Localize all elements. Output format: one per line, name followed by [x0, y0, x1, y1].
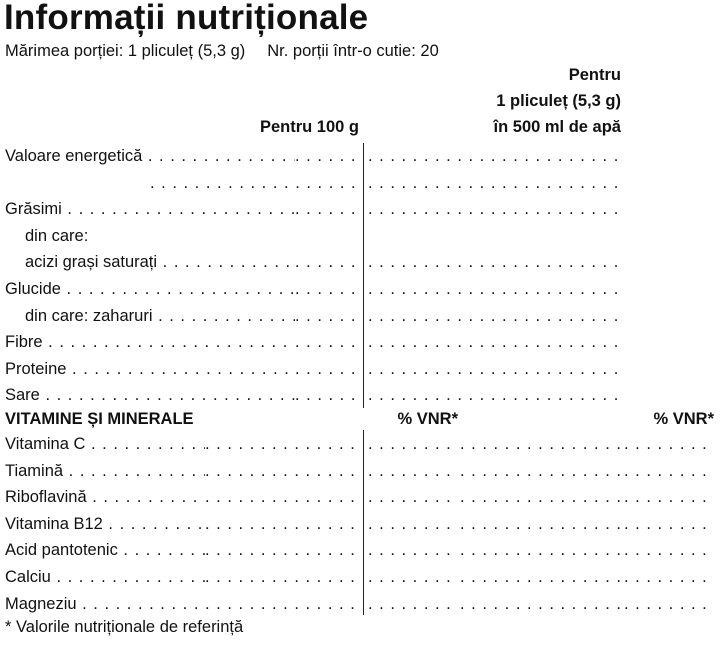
vitamin-vnr-per-serving: 15 %	[624, 458, 714, 484]
nutrient-per100: 0 g	[295, 303, 358, 329]
vitamin-vnr-per100: 507 %	[368, 564, 458, 590]
nutrient-per-serving: 0 g	[368, 196, 621, 222]
vitamin-per100: 4,0 mg	[205, 484, 358, 510]
nutrient-per100: 980 kJ	[295, 143, 358, 169]
vitamin-per100: 7,0 µg	[205, 511, 358, 537]
vitamin-per100: 17 mg	[205, 537, 358, 563]
nutrient-per100: 10,9 g	[295, 382, 358, 408]
nutrient-name: Sare	[5, 382, 295, 408]
vitamin-row: Tiamină3,0 mg 273 %0,16 mg15 %	[0, 458, 720, 484]
nutrient-per100: 228 kcal	[150, 170, 358, 196]
vitamin-name: Riboflavină	[5, 484, 205, 510]
vitamin-vnr-per100: 283 %	[368, 537, 458, 563]
column-separator	[363, 430, 364, 615]
vitamin-per-serving: 80 mg	[460, 431, 622, 457]
vitamins-title: VITAMINE ȘI MINERALE	[5, 410, 194, 428]
nutrient-row: din care: zaharuri0 g0 g	[0, 303, 720, 329]
vitamin-per-serving: 0,21 mg	[460, 484, 622, 510]
nutrient-name: acizi grași saturați	[25, 249, 295, 275]
nutrient-row: acizi grași saturați0 g0 g	[0, 249, 720, 275]
nutrient-name: din care:	[25, 226, 89, 245]
nutrient-name: din care: zaharuri	[25, 303, 295, 329]
vitamin-vnr-per100: 473 %	[368, 591, 458, 617]
per-100g-header: Pentru 100 g	[259, 118, 359, 136]
serving-size: Mărimea porției: 1 pliculeț (5,3 g)	[5, 42, 246, 60]
vitamin-per-serving: 215 mg	[460, 564, 622, 590]
vitamin-per100: 4057 mg	[205, 564, 358, 590]
nutrient-per100: 0 g	[295, 249, 358, 275]
vitamin-name: Vitamina C	[5, 431, 205, 457]
nutrient-name: Fibre	[5, 329, 295, 355]
column-separator	[363, 143, 364, 408]
vitamin-vnr-per-serving: 15 %	[624, 484, 714, 510]
servings-per-box: Nr. porții într-o cutie: 20	[267, 42, 439, 60]
page-title: Informații nutriționale	[4, 0, 369, 37]
vitamin-vnr-per100: 1886 %	[368, 431, 458, 457]
vitamin-vnr-per-serving: 15 %	[624, 537, 714, 563]
nutrient-name: Glucide	[5, 276, 295, 302]
per-serving-header-line2: 1 pliculeț (5,3 g)	[496, 92, 621, 110]
vitamin-vnr-per100: 273 %	[368, 458, 458, 484]
nutrient-name: Valoare energetică	[5, 143, 295, 169]
nutrient-per100: 2,7 g	[295, 329, 358, 355]
nutrient-per-serving: 0,6 g	[368, 382, 621, 408]
vitamin-vnr-per-serving: 100 %	[624, 431, 714, 457]
nutrient-name: Grăsimi	[5, 196, 295, 222]
vitamin-name: Vitamina B12	[5, 511, 205, 537]
vitamin-per100: 3,0 mg	[205, 458, 358, 484]
vitamin-per-serving: 0,16 mg	[460, 458, 622, 484]
vitamin-row: Riboflavină4,0 mg 286 %0,21 mg15 %	[0, 484, 720, 510]
vitamin-name: Tiamină	[5, 458, 205, 484]
vitamin-vnr-per100: 280 %	[368, 511, 458, 537]
vitamin-vnr-per-serving: 27 %	[624, 564, 714, 590]
vitamin-vnr-per-serving: 15 %	[624, 511, 714, 537]
nutrient-per100: 13 g	[295, 276, 358, 302]
nutrient-per-serving: 0 g	[368, 303, 621, 329]
serving-info: Mărimea porției: 1 pliculeț (5,3 g) Nr. p…	[5, 42, 439, 61]
vitamin-vnr-per100: 286 %	[368, 484, 458, 510]
nutrient-row: Grăsimi0 g0 g	[0, 196, 720, 222]
vitamin-row: Magneziu1774 mg 473 %94,0 mg25 %	[0, 591, 720, 617]
vitamin-vnr-per-serving: 25 %	[624, 591, 714, 617]
vitamin-row: Vitamina B127,0 µg 280 %0,37 µg15 %	[0, 511, 720, 537]
vitamin-per100: 1774 mg	[205, 591, 358, 617]
vitamin-name: Magneziu	[5, 591, 205, 617]
nutrient-row: Proteine0 g0 g	[0, 356, 720, 382]
nutrient-per100: 0 g	[295, 196, 358, 222]
nutrient-per100	[295, 223, 358, 249]
nutrient-name: Proteine	[5, 356, 295, 382]
nutrient-per-serving: 12 kcal	[368, 170, 621, 196]
nutrient-per-serving: 0 g	[368, 356, 621, 382]
nutrient-row: 228 kcal 12 kcal	[0, 170, 720, 196]
nutrient-per-serving: 0,2 g	[368, 329, 621, 355]
nutrient-row: Glucide13 g 1 g	[0, 276, 720, 302]
vnr-header-serving: % VNR*	[653, 410, 714, 428]
nutrient-per-serving	[368, 223, 621, 249]
vitamin-name: Calciu	[5, 564, 205, 590]
vitamins-header-row: VITAMINE ȘI MINERALE % VNR* % VNR*	[0, 406, 720, 432]
nutrient-per-serving: 52 kJ	[368, 143, 621, 169]
vitamin-per100: 1509 mg	[205, 431, 358, 457]
vnr-header-100g: % VNR*	[397, 410, 458, 428]
per-serving-header-line1: Pentru	[568, 66, 621, 84]
nutrient-per-serving: 0 g	[368, 249, 621, 275]
vitamin-row: Calciu4057 mg 507 %215 mg27 %	[0, 564, 720, 590]
vitamin-per-serving: 94,0 mg	[460, 591, 622, 617]
nutrient-row: Sare10,9 g 0,6 g	[0, 382, 720, 408]
nutrient-row: din care:	[0, 223, 720, 249]
vitamin-per-serving: 0,37 µg	[460, 511, 622, 537]
footnote: * Valorile nutriționale de referință	[5, 618, 244, 636]
per-serving-header-line3: în 500 ml de apă	[493, 118, 621, 136]
vitamin-row: Vitamina C1509 mg 1886 %80 mg100 %	[0, 431, 720, 457]
nutrient-row: Fibre2,7 g 0,2 g	[0, 329, 720, 355]
vitamin-per-serving: 0,90 mg	[460, 537, 622, 563]
vitamin-name: Acid pantotenic	[5, 537, 205, 563]
nutrient-per100: 0 g	[295, 356, 358, 382]
vitamin-row: Acid pantotenic17 mg 283 %0,90 mg15 %	[0, 537, 720, 563]
nutrient-row: Valoare energetică980 kJ 52 kJ	[0, 143, 720, 169]
nutrient-per-serving: 1 g	[368, 276, 621, 302]
